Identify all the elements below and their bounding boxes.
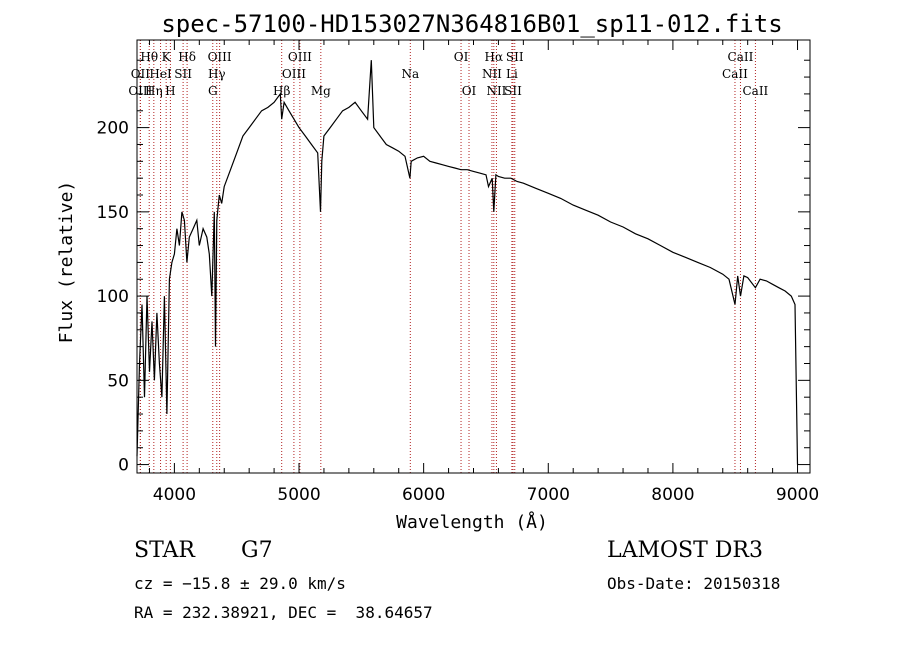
object-class: STAR — [134, 538, 195, 563]
line-label-18: OIII — [128, 84, 152, 98]
x-tick-label-2: 6000 — [402, 485, 445, 505]
y-tick-label-0: 0 — [118, 456, 129, 476]
line-label-4: OIII — [288, 50, 312, 64]
x-tick-label-0: 4000 — [153, 485, 196, 505]
line-label-25: NII — [486, 84, 506, 98]
line-label-13: OIII — [282, 67, 306, 81]
spectrum-series-line — [136, 60, 799, 465]
line-label-20: H — [165, 84, 175, 98]
obs-date: Obs-Date: 20150318 — [607, 574, 781, 593]
line-label-12: Hγ — [208, 67, 226, 81]
line-label-27: CaII — [742, 84, 768, 98]
survey-name: LAMOST DR3 — [607, 538, 763, 563]
line-label-26: SII — [504, 84, 522, 98]
line-label-1: K — [162, 50, 172, 64]
x-tick-label-1: 5000 — [277, 485, 320, 505]
line-label-17: CaII — [722, 67, 748, 81]
line-label-22: Hβ — [273, 84, 290, 98]
x-tick-label-5: 9000 — [776, 485, 819, 505]
line-label-16: Li — [506, 67, 518, 81]
line-label-8: CaII — [728, 50, 754, 64]
y-tick-label-1: 50 — [107, 371, 129, 391]
x-tick-label-3: 7000 — [527, 485, 570, 505]
y-tick-label-2: 100 — [97, 287, 129, 307]
y-tick-label-4: 200 — [97, 119, 129, 139]
redshift-cz: cz = −15.8 ± 29.0 km/s — [134, 574, 346, 593]
line-label-15: NII — [482, 67, 502, 81]
line-label-24: OI — [462, 84, 477, 98]
line-label-14: Na — [401, 67, 419, 81]
object-subclass: G7 — [241, 538, 273, 563]
chart-title: spec-57100-HD153027N364816B01_sp11-012.f… — [161, 10, 782, 38]
x-axis-ticks: 4000 5000 6000 7000 8000 9000 — [148, 40, 819, 505]
line-label-9: OII — [131, 67, 151, 81]
line-label-23: Mg — [311, 84, 331, 98]
line-label-11: SII — [174, 67, 192, 81]
y-axis-label: Flux (relative) — [56, 181, 77, 344]
line-label-2: Hδ — [178, 50, 196, 64]
y-axis-ticks: 0 50 100 150 200 — [97, 59, 810, 476]
plot-frame — [136, 39, 811, 474]
line-label-6: Hα — [485, 50, 504, 64]
x-axis-label: Wavelength (Å) — [396, 511, 548, 533]
line-label-3: OIII — [208, 50, 232, 64]
y-tick-label-3: 150 — [97, 203, 129, 223]
line-label-0: Hθ — [140, 50, 158, 64]
x-tick-label-4: 8000 — [651, 485, 694, 505]
line-label-7: SII — [506, 50, 524, 64]
line-label-5: OI — [454, 50, 469, 64]
line-label-10: HeI — [149, 67, 172, 81]
ra-dec: RA = 232.38921, DEC = 38.64657 — [134, 603, 433, 622]
spectral-line-markers — [139, 40, 756, 473]
line-label-21: G — [208, 84, 218, 98]
line-label-19: Hη — [145, 84, 163, 98]
